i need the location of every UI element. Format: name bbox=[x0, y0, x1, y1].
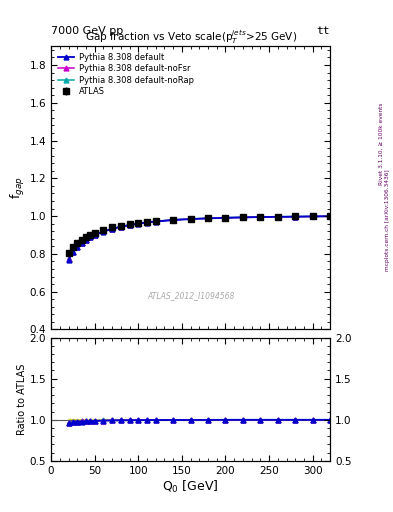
Pythia 8.308 default bbox=[293, 214, 298, 220]
Line: Pythia 8.308 default: Pythia 8.308 default bbox=[66, 214, 332, 262]
Pythia 8.308 default bbox=[171, 217, 176, 223]
Pythia 8.308 default bbox=[153, 219, 158, 225]
Pythia 8.308 default-noRap bbox=[101, 228, 106, 234]
Pythia 8.308 default-noFsr bbox=[171, 217, 176, 223]
Line: Pythia 8.308 default-noFsr: Pythia 8.308 default-noFsr bbox=[66, 214, 332, 262]
Y-axis label: Ratio to ATLAS: Ratio to ATLAS bbox=[17, 364, 27, 435]
Pythia 8.308 default-noRap bbox=[136, 220, 141, 226]
Pythia 8.308 default bbox=[110, 226, 114, 232]
Pythia 8.308 default-noRap bbox=[223, 215, 228, 221]
Pythia 8.308 default-noFsr bbox=[206, 216, 210, 222]
Pythia 8.308 default bbox=[258, 214, 263, 220]
Pythia 8.308 default-noRap bbox=[145, 219, 149, 225]
Pythia 8.308 default-noFsr bbox=[88, 234, 93, 240]
Pythia 8.308 default bbox=[75, 244, 80, 250]
Pythia 8.308 default-noRap bbox=[275, 214, 280, 220]
Pythia 8.308 default-noFsr bbox=[136, 220, 141, 226]
Pythia 8.308 default-noFsr bbox=[258, 214, 263, 220]
Pythia 8.308 default bbox=[188, 216, 193, 222]
Pythia 8.308 default bbox=[101, 228, 106, 234]
Pythia 8.308 default-noFsr bbox=[119, 224, 123, 230]
Pythia 8.308 default bbox=[328, 213, 332, 219]
Pythia 8.308 default-noRap bbox=[75, 244, 80, 250]
Pythia 8.308 default-noFsr bbox=[223, 215, 228, 221]
Pythia 8.308 default-noRap bbox=[206, 215, 210, 221]
Pythia 8.308 default-noRap bbox=[241, 214, 245, 220]
Pythia 8.308 default-noFsr bbox=[310, 214, 315, 220]
Pythia 8.308 default bbox=[127, 222, 132, 228]
Title: Gap fraction vs Veto scale(p$_T^{jets}$>25 GeV): Gap fraction vs Veto scale(p$_T^{jets}$>… bbox=[84, 28, 297, 46]
Pythia 8.308 default bbox=[275, 214, 280, 220]
Pythia 8.308 default-noRap bbox=[79, 240, 84, 246]
Pythia 8.308 default bbox=[136, 221, 141, 227]
Pythia 8.308 default-noRap bbox=[188, 216, 193, 222]
Text: tt: tt bbox=[317, 26, 330, 36]
Pythia 8.308 default bbox=[70, 249, 75, 255]
Pythia 8.308 default-noFsr bbox=[241, 215, 245, 221]
Line: Pythia 8.308 default-noRap: Pythia 8.308 default-noRap bbox=[66, 214, 332, 261]
Pythia 8.308 default bbox=[310, 214, 315, 220]
Text: 7000 GeV pp: 7000 GeV pp bbox=[51, 26, 123, 36]
Pythia 8.308 default-noFsr bbox=[79, 240, 84, 246]
X-axis label: Q$_0$ [GeV]: Q$_0$ [GeV] bbox=[162, 478, 219, 495]
Pythia 8.308 default-noRap bbox=[84, 237, 88, 243]
Pythia 8.308 default-noFsr bbox=[293, 214, 298, 220]
Legend: Pythia 8.308 default, Pythia 8.308 default-noFsr, Pythia 8.308 default-noRap, AT: Pythia 8.308 default, Pythia 8.308 defau… bbox=[55, 50, 196, 99]
Pythia 8.308 default-noRap bbox=[70, 249, 75, 255]
Text: Rivet 3.1.10, ≥ 100k events: Rivet 3.1.10, ≥ 100k events bbox=[379, 102, 384, 185]
Pythia 8.308 default-noRap bbox=[66, 255, 71, 262]
Pythia 8.308 default-noFsr bbox=[188, 216, 193, 222]
Text: ATLAS_2012_I1094568: ATLAS_2012_I1094568 bbox=[147, 291, 234, 300]
Pythia 8.308 default bbox=[79, 240, 84, 246]
Pythia 8.308 default-noFsr bbox=[110, 226, 114, 232]
Pythia 8.308 default bbox=[119, 224, 123, 230]
Pythia 8.308 default-noRap bbox=[92, 232, 97, 238]
Pythia 8.308 default-noRap bbox=[153, 218, 158, 224]
Pythia 8.308 default-noRap bbox=[310, 213, 315, 219]
Pythia 8.308 default-noRap bbox=[127, 222, 132, 228]
Pythia 8.308 default bbox=[66, 257, 71, 263]
Pythia 8.308 default-noFsr bbox=[153, 218, 158, 224]
Pythia 8.308 default-noFsr bbox=[66, 256, 71, 262]
Pythia 8.308 default-noFsr bbox=[328, 213, 332, 219]
Pythia 8.308 default-noRap bbox=[328, 213, 332, 219]
Pythia 8.308 default-noRap bbox=[119, 223, 123, 229]
Pythia 8.308 default-noRap bbox=[171, 217, 176, 223]
Pythia 8.308 default bbox=[223, 215, 228, 221]
Pythia 8.308 default-noFsr bbox=[127, 222, 132, 228]
Pythia 8.308 default bbox=[92, 232, 97, 238]
Pythia 8.308 default-noFsr bbox=[75, 244, 80, 250]
Pythia 8.308 default-noFsr bbox=[92, 232, 97, 238]
Pythia 8.308 default bbox=[241, 215, 245, 221]
Pythia 8.308 default bbox=[206, 216, 210, 222]
Pythia 8.308 default-noFsr bbox=[275, 214, 280, 220]
Pythia 8.308 default-noFsr bbox=[101, 228, 106, 234]
Pythia 8.308 default bbox=[88, 234, 93, 241]
Text: mcplots.cern.ch [arXiv:1306.3436]: mcplots.cern.ch [arXiv:1306.3436] bbox=[385, 169, 390, 271]
Pythia 8.308 default-noRap bbox=[88, 234, 93, 240]
Pythia 8.308 default-noFsr bbox=[70, 249, 75, 255]
Pythia 8.308 default bbox=[145, 220, 149, 226]
Pythia 8.308 default-noFsr bbox=[145, 219, 149, 225]
Pythia 8.308 default-noRap bbox=[110, 225, 114, 231]
Y-axis label: f$_{gap}$: f$_{gap}$ bbox=[9, 177, 27, 199]
Pythia 8.308 default-noFsr bbox=[84, 237, 88, 243]
Pythia 8.308 default-noRap bbox=[258, 214, 263, 220]
Pythia 8.308 default bbox=[84, 237, 88, 243]
Pythia 8.308 default-noRap bbox=[293, 214, 298, 220]
